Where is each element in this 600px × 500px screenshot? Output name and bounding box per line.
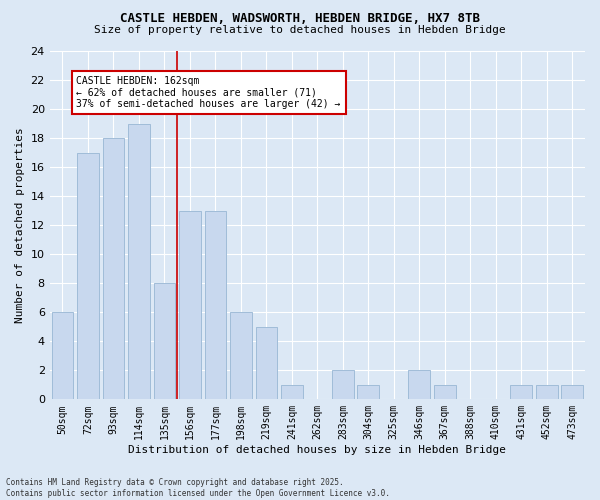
Text: CASTLE HEBDEN, WADSWORTH, HEBDEN BRIDGE, HX7 8TB: CASTLE HEBDEN, WADSWORTH, HEBDEN BRIDGE,… [120,12,480,26]
Bar [154,284,175,400]
X-axis label: Distribution of detached houses by size in Hebden Bridge: Distribution of detached houses by size … [128,445,506,455]
Text: CASTLE HEBDEN: 162sqm
← 62% of detached houses are smaller (71)
37% of semi-deta: CASTLE HEBDEN: 162sqm ← 62% of detached … [76,76,341,109]
Text: Size of property relative to detached houses in Hebden Bridge: Size of property relative to detached ho… [94,25,506,35]
Bar [562,385,583,400]
Bar [281,385,302,400]
Text: Contains HM Land Registry data © Crown copyright and database right 2025.
Contai: Contains HM Land Registry data © Crown c… [6,478,390,498]
Bar [434,385,455,400]
Bar [536,385,557,400]
Bar [256,327,277,400]
Bar [409,370,430,400]
Bar [77,153,99,400]
Bar [205,211,226,400]
Bar [230,312,251,400]
Bar [179,211,201,400]
Bar [332,370,353,400]
Bar [52,312,73,400]
Bar [103,138,124,400]
Bar [511,385,532,400]
Bar [128,124,150,400]
Y-axis label: Number of detached properties: Number of detached properties [15,128,25,324]
Bar [358,385,379,400]
